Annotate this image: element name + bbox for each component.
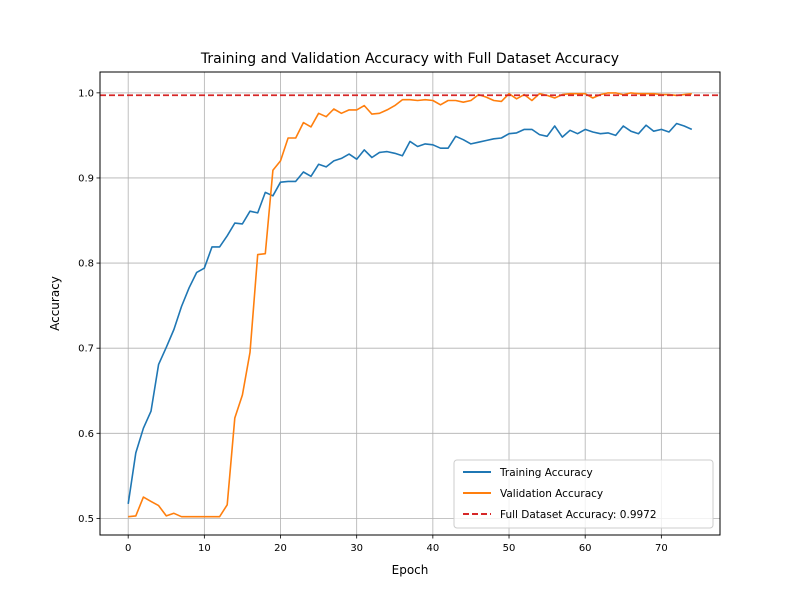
legend-box (453, 459, 714, 529)
x-tick-label: 30 (350, 543, 363, 554)
x-tick-label: 10 (198, 543, 211, 554)
grid (100, 72, 720, 535)
x-tick-label: 0 (125, 543, 131, 554)
legend-label-training: Training Accuracy (499, 467, 593, 479)
y-tick-label: 1.0 (78, 88, 94, 99)
x-tick-label: 40 (426, 543, 439, 554)
legend-label-validation: Validation Accuracy (500, 488, 603, 500)
chart-title: Training and Validation Accuracy with Fu… (200, 51, 619, 67)
y-tick-label: 0.6 (78, 429, 94, 440)
y-tick-label: 0.9 (78, 173, 94, 184)
plot-area-frame (99, 71, 721, 536)
y-tick-label: 0.5 (78, 514, 94, 525)
x-tick-label: 20 (274, 543, 287, 554)
training-accuracy-line (127, 122, 693, 505)
legend: Training Accuracy Validation Accuracy Fu… (453, 459, 714, 529)
y-axis-label: Accuracy (48, 276, 62, 331)
plot-series (100, 92, 720, 518)
y-tick-label: 0.8 (78, 259, 94, 270)
x-tick-label: 60 (579, 543, 592, 554)
x-tick-label: 50 (503, 543, 516, 554)
legend-label-full-dataset: Full Dataset Accuracy: 0.9972 (500, 509, 657, 521)
y-tick-label: 0.7 (78, 344, 94, 355)
x-tick-label: 70 (655, 543, 668, 554)
axis-ticks: 0 10 20 30 40 50 60 70 0.5 0.6 0.7 0.8 0.9 1.0 (78, 88, 668, 554)
x-axis-label: Epoch (392, 563, 429, 577)
